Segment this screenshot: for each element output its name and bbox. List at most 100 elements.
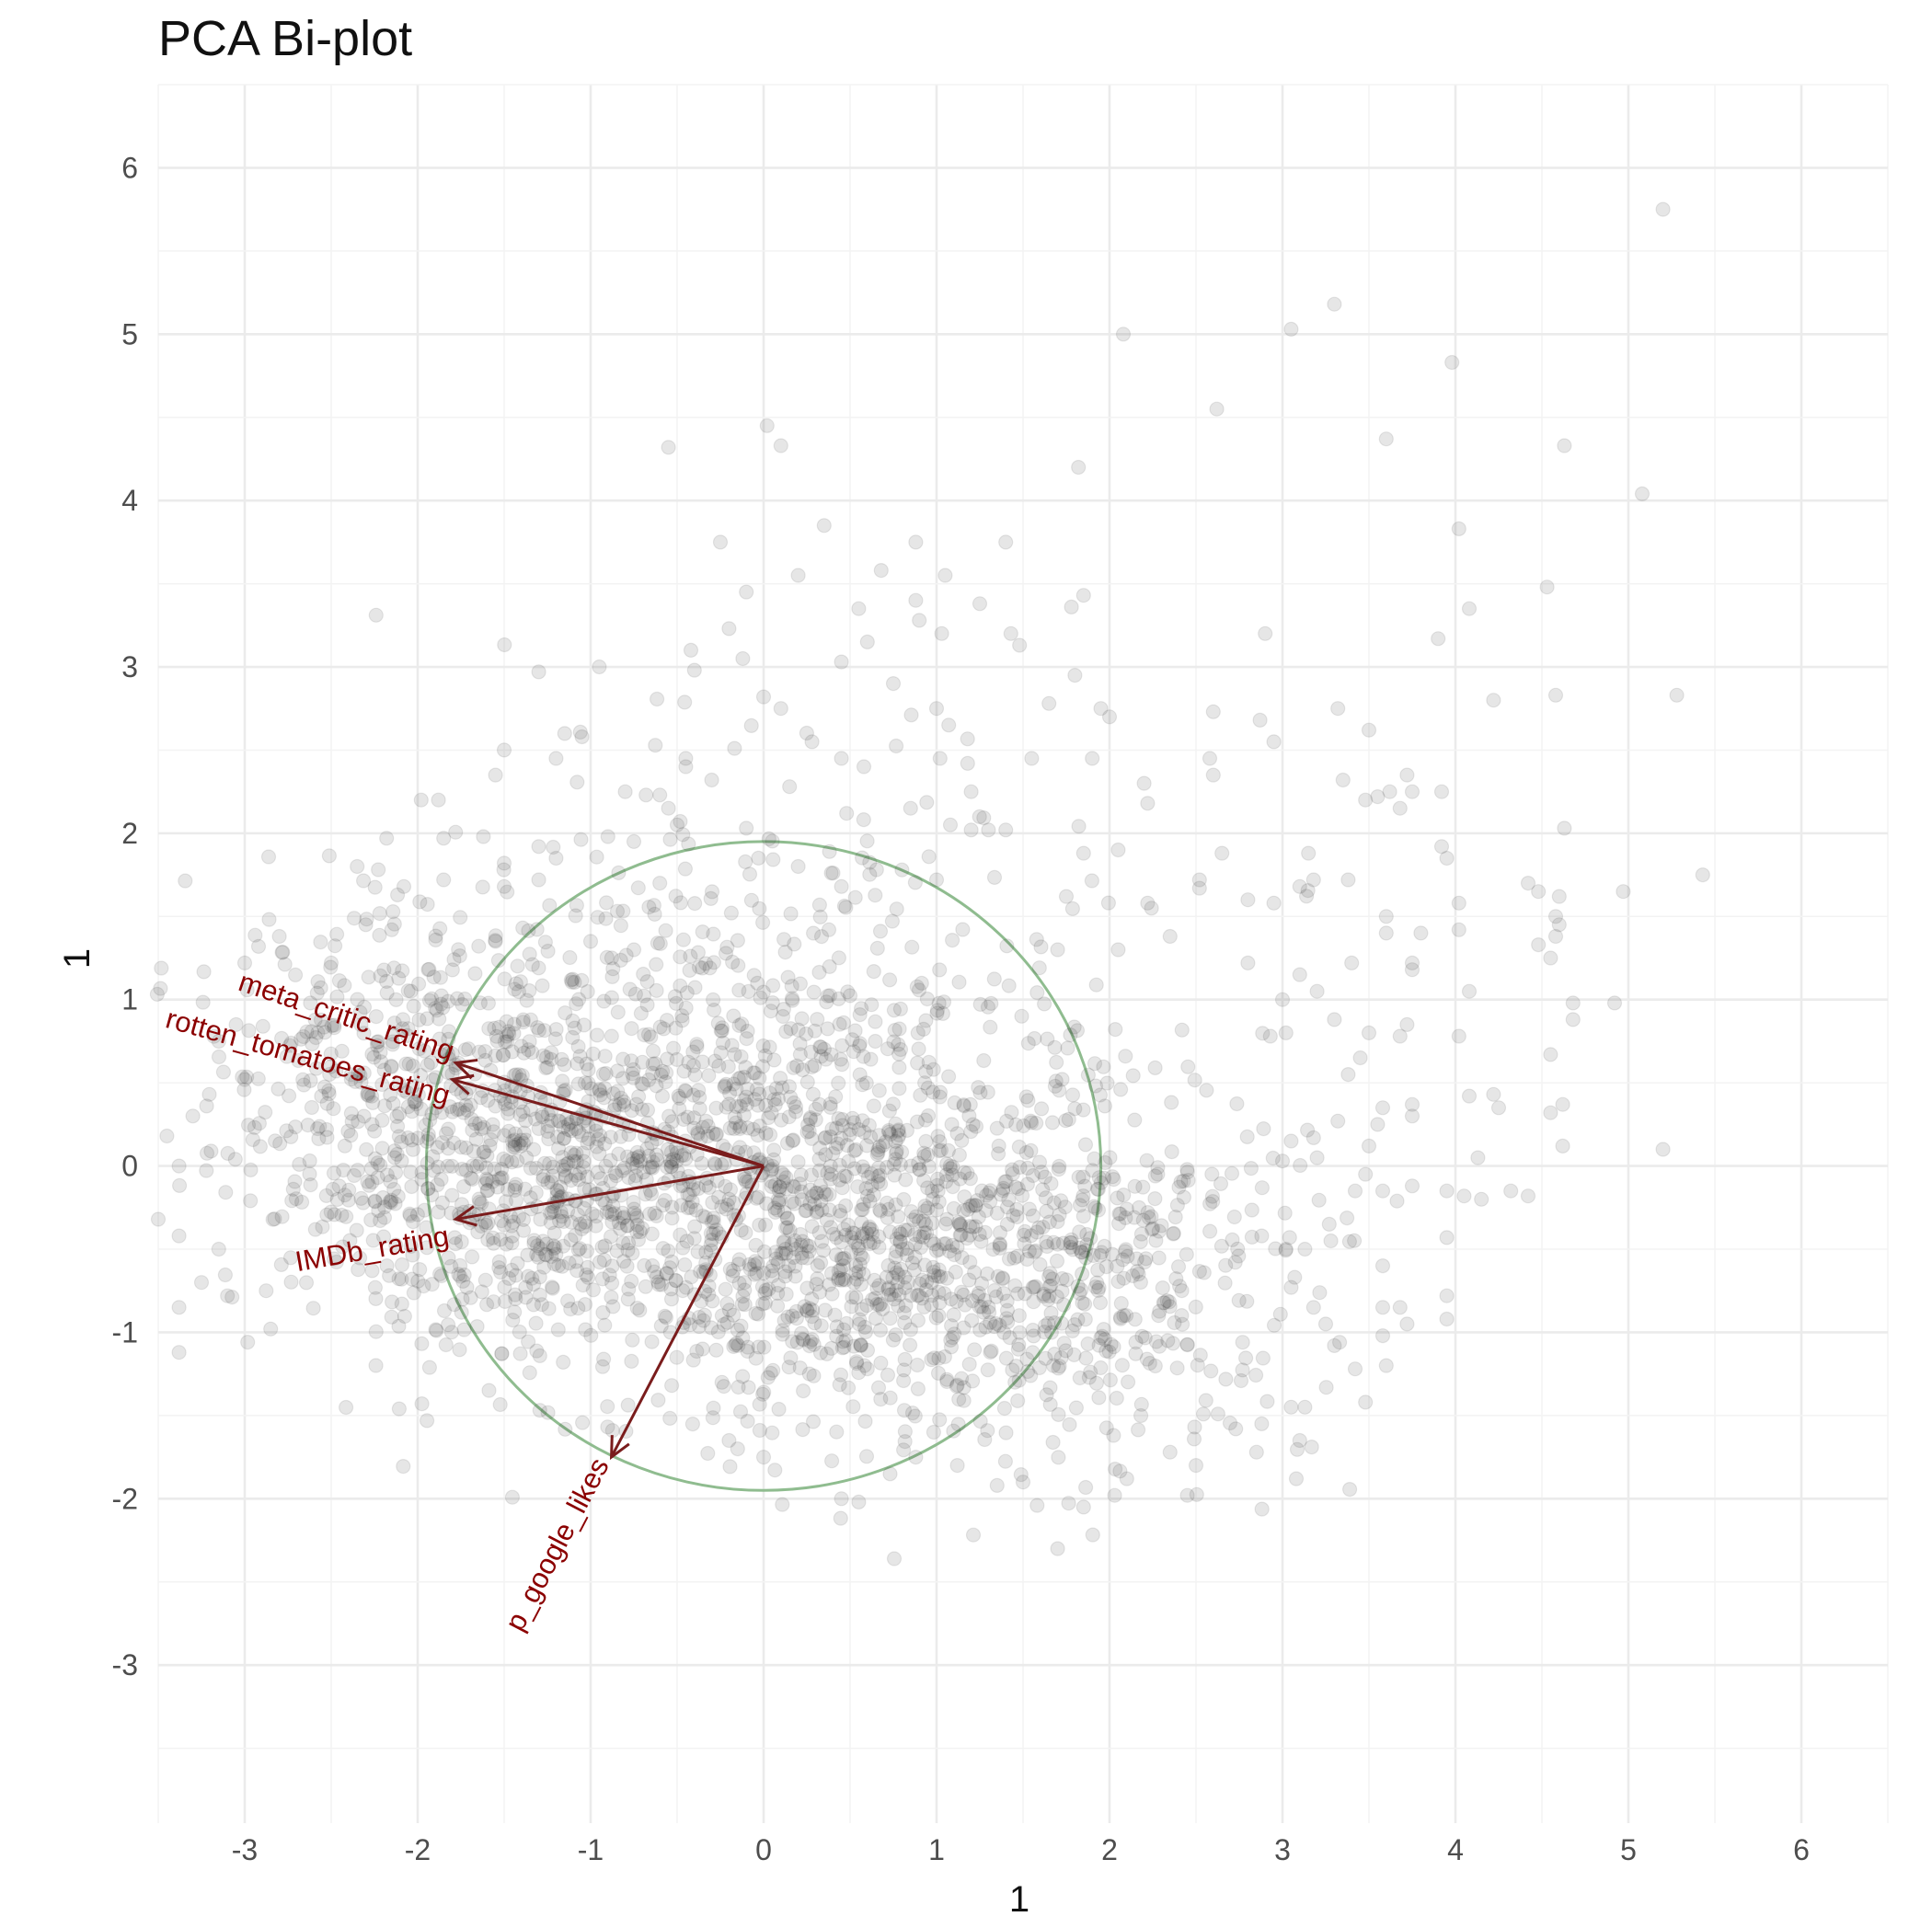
data-point — [1118, 1049, 1133, 1064]
data-point — [1115, 327, 1132, 342]
data-point — [515, 1015, 531, 1030]
data-point — [774, 1245, 789, 1262]
data-point — [504, 1489, 521, 1505]
data-point — [1066, 1347, 1082, 1363]
data-point — [695, 1054, 710, 1070]
data-point — [435, 1000, 451, 1016]
data-point — [811, 897, 828, 912]
data-point — [353, 1190, 369, 1207]
data-point — [1010, 1393, 1026, 1409]
data-point — [773, 701, 788, 717]
data-point — [888, 1152, 903, 1167]
data-point — [282, 1088, 297, 1104]
data-point — [913, 1087, 928, 1103]
data-point — [1235, 1335, 1250, 1350]
data-point — [386, 1181, 402, 1198]
data-point — [634, 1221, 650, 1236]
data-point — [1347, 1183, 1363, 1199]
data-point — [480, 1232, 496, 1247]
data-point — [801, 1337, 818, 1354]
data-point — [684, 1194, 700, 1210]
data-point — [519, 993, 535, 1008]
data-point — [775, 1497, 790, 1512]
data-point — [664, 1114, 680, 1130]
data-point — [950, 1214, 967, 1231]
data-point — [259, 1283, 274, 1299]
data-point — [708, 1126, 725, 1142]
data-point — [454, 1234, 469, 1250]
data-point — [461, 1041, 477, 1057]
data-point — [648, 1056, 663, 1072]
data-point — [995, 1270, 1011, 1286]
data-point — [1555, 1138, 1570, 1154]
data-point — [1001, 978, 1017, 993]
data-point — [953, 1227, 969, 1243]
data-point — [361, 1087, 376, 1104]
data-point — [639, 1141, 655, 1156]
data-point — [864, 1291, 880, 1307]
data-point — [869, 1280, 885, 1296]
data-point — [788, 1310, 805, 1326]
data-point — [756, 1339, 772, 1355]
data-point — [759, 418, 775, 433]
data-point — [873, 1296, 889, 1312]
data-point — [569, 1263, 585, 1279]
data-point — [1341, 1481, 1358, 1498]
data-point — [1075, 588, 1091, 603]
data-point — [1107, 1461, 1123, 1477]
data-point — [368, 1324, 384, 1339]
data-point — [904, 939, 920, 955]
data-point — [359, 912, 374, 927]
data-point — [869, 940, 885, 957]
data-point — [1340, 872, 1356, 888]
data-point — [424, 1106, 440, 1121]
data-point — [788, 1104, 804, 1119]
data-point — [626, 1062, 641, 1078]
data-point — [657, 1192, 673, 1209]
data-point — [265, 1211, 281, 1227]
data-point — [918, 1133, 934, 1150]
data-point — [1018, 1144, 1034, 1161]
data-point — [1011, 1372, 1027, 1388]
data-point — [671, 1088, 686, 1104]
data-point — [755, 1449, 772, 1465]
data-point — [545, 1168, 561, 1184]
data-point — [552, 1179, 569, 1195]
data-point — [372, 905, 387, 922]
data-point — [1358, 1394, 1374, 1410]
data-point — [703, 1320, 719, 1336]
data-point — [663, 1291, 680, 1307]
data-point — [516, 1045, 532, 1061]
data-point — [1025, 1167, 1041, 1184]
data-point — [944, 932, 960, 948]
data-point — [740, 1023, 755, 1039]
data-point — [440, 1064, 455, 1081]
data-point — [391, 1271, 407, 1287]
data-point — [767, 1096, 783, 1113]
data-point — [599, 949, 615, 966]
data-point — [418, 1117, 433, 1133]
data-point — [451, 1267, 466, 1282]
data-point — [512, 1324, 527, 1340]
data-point — [620, 1291, 636, 1307]
data-point — [506, 1026, 522, 1041]
data-point — [678, 759, 694, 775]
data-point — [755, 984, 771, 1000]
data-point — [436, 872, 452, 888]
data-point — [368, 1008, 384, 1025]
data-point — [871, 1297, 888, 1313]
data-point — [881, 1103, 898, 1119]
data-point — [683, 642, 699, 659]
data-point — [1202, 751, 1218, 766]
data-point — [400, 1130, 416, 1146]
data-point — [538, 1247, 555, 1263]
data-point — [1032, 1257, 1048, 1272]
data-point — [630, 1089, 647, 1105]
data-point — [341, 1182, 357, 1198]
data-point — [820, 1165, 835, 1181]
data-point — [529, 1246, 545, 1263]
data-point — [350, 1162, 365, 1178]
data-point — [705, 1293, 720, 1309]
data-point — [1042, 1396, 1058, 1413]
y-tick-label: 1 — [121, 983, 138, 1016]
